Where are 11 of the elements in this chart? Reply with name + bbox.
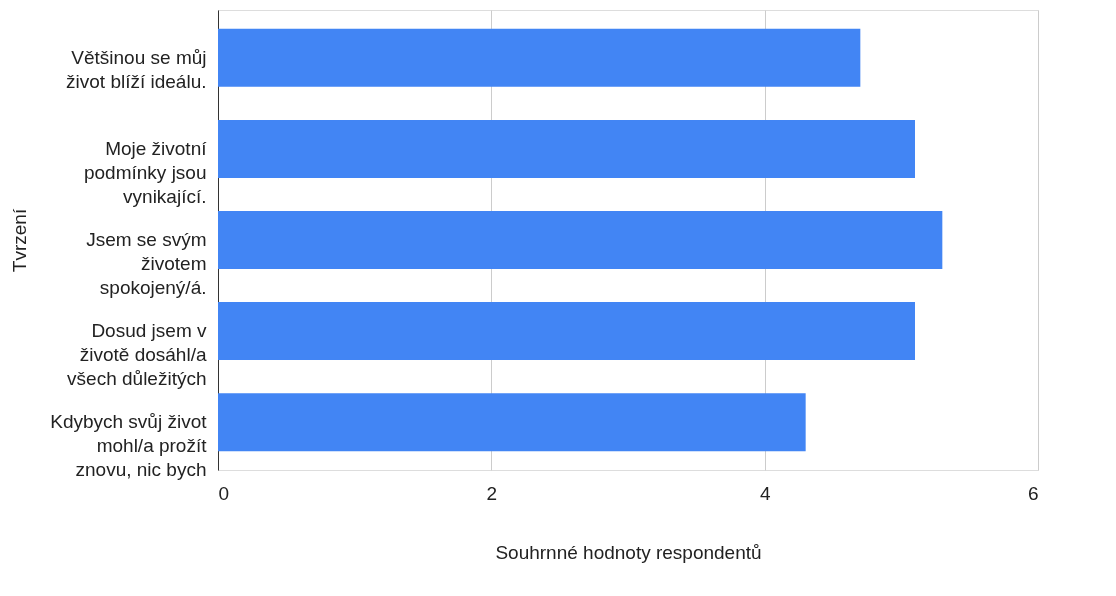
y-tick-label: Většinou se můj život blíží ideálu. — [66, 46, 207, 92]
x-tick-label: 4 — [759, 482, 771, 504]
x-tick-label: 0 — [218, 482, 230, 504]
x-axis-title: Souhrnné hodnoty respondentů — [495, 541, 762, 563]
x-tick-label: 6 — [1027, 482, 1039, 504]
y-tick-label: Dosud jsem v životě dosáhl/a všech důležitých — [67, 320, 207, 390]
y-tick-label: Moje životní podmínky jsou vynikající. — [83, 137, 208, 207]
y-tick-label: Jsem se svým životem spokojený/á. — [86, 229, 207, 298]
y-tick-label: Kdybych svůj život mohl/a prožít znovu, nic bych — [50, 411, 208, 481]
x-tick-label: 2 — [486, 482, 498, 504]
y-axis-title: Tvrzení — [9, 208, 31, 273]
